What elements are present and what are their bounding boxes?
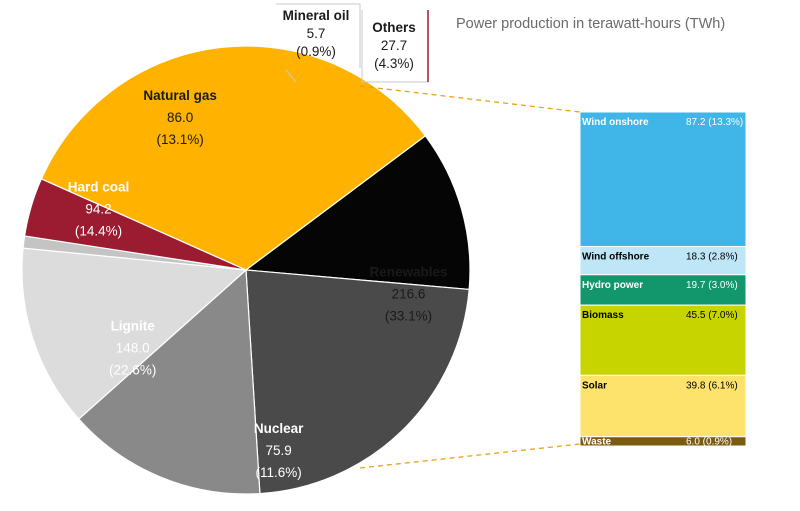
pie-slice-natural-gas — [21, 247, 248, 420]
pie-label-nuclear-pct: (11.6%) — [255, 465, 301, 480]
stack-label-wind-offshore-name: Wind offshore — [582, 252, 650, 263]
stack-label-wind-onshore-value: 87.2 (13.3%) — [686, 117, 743, 128]
stack-label-waste-value: 6.0 (0.9%) — [686, 437, 732, 448]
pie-slice-lignite — [245, 269, 470, 495]
mineral-oil-callout-pointer — [285, 69, 297, 83]
stack-segment-waste — [579, 436, 747, 447]
stack-label-wind-offshore-value: 18.3 (2.8%) — [686, 252, 738, 263]
pie-slice-nuclear — [244, 135, 471, 291]
pie-label-mineral-oil-name: Mineral oil — [283, 8, 350, 23]
connector-bottom-line — [359, 443, 581, 469]
pie-label-natural-gas-name: Natural gas — [143, 88, 217, 103]
stack-segment-wind-offshore — [579, 246, 747, 276]
stack-label-biomass-value: 45.5 (7.0%) — [686, 310, 738, 321]
pie-label-others-name: Others — [372, 20, 416, 35]
pie-slices — [21, 45, 471, 495]
renewables-stack: Wind onshore 87.2 (13.3%) Wind offshore 18.… — [579, 111, 747, 448]
stack-segment-biomass — [579, 304, 747, 376]
pie-label-hard-coal-pct: (14.4%) — [75, 223, 122, 238]
pie-slice-hard-coal — [77, 268, 261, 495]
pie-label-others-pct: (4.3%) — [374, 56, 414, 71]
pie-label-hard-coal-value: 94.2 — [85, 201, 111, 216]
connector-top-line — [359, 85, 581, 113]
pie-label-lignite-pct: (22.6%) — [109, 362, 156, 377]
pie-label-lignite-value: 148.0 — [116, 340, 150, 355]
pie-label-lignite-name: Lignite — [111, 318, 156, 333]
stack-label-hydro-power-value: 19.7 (3.0%) — [686, 280, 738, 291]
pie-label-nuclear-value: 75.9 — [265, 443, 291, 458]
pie-label-hard-coal-name: Hard coal — [68, 179, 130, 194]
pie-slice-others — [23, 178, 247, 271]
chart-title: Power production in terawatt-hours (TWh) — [456, 16, 725, 32]
pie-label-renewables-name: Renewables — [369, 265, 447, 280]
stack-label-biomass-name: Biomass — [582, 310, 624, 321]
pie-label-natural-gas-pct: (13.1%) — [156, 132, 203, 147]
renewables-connectors — [359, 85, 581, 469]
pie-labels: Renewables 216.6 (33.1%) Nuclear 75.9 (11.6%)… — [68, 8, 448, 480]
stack-label-solar-value: 39.8 (6.1%) — [686, 380, 738, 391]
pie-label-renewables-value: 216.6 — [392, 287, 426, 302]
pie-slice-renewables — [40, 45, 427, 271]
stack-label-hydro-power-name: Hydro power — [582, 280, 643, 291]
mineral-oil-callout-box — [276, 3, 361, 68]
pie-label-mineral-oil-pct: (0.9%) — [296, 44, 336, 59]
pie-label-nuclear-name: Nuclear — [254, 421, 304, 436]
stack-label-wind-onshore-name: Wind onshore — [582, 117, 649, 128]
pie-label-others-value: 27.7 — [381, 38, 407, 53]
pie-label-natural-gas-value: 86.0 — [167, 110, 193, 125]
stack-label-solar-name: Solar — [582, 380, 607, 391]
stack-segment-wind-onshore — [579, 111, 747, 248]
pie-label-renewables-pct: (33.1%) — [385, 309, 432, 324]
callout-boxes — [276, 3, 429, 83]
stack-label-waste-name: Waste — [582, 437, 612, 448]
pie-label-mineral-oil-value: 5.7 — [307, 26, 326, 41]
